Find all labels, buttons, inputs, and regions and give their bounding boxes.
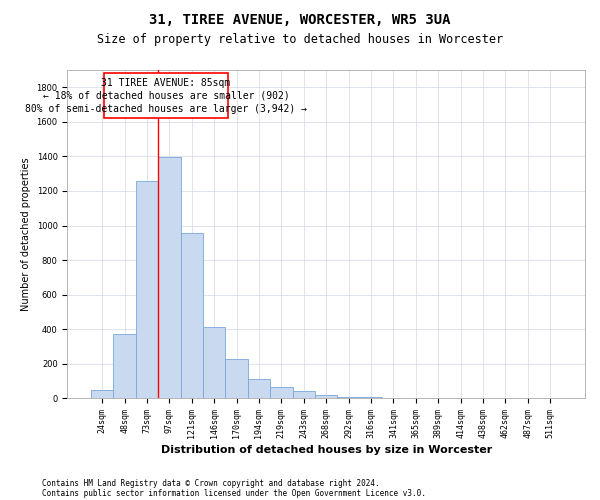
Bar (270, 387, 293, 398)
Bar (248, 380, 270, 398)
Text: 31 TIREE AVENUE: 85sqm: 31 TIREE AVENUE: 85sqm (101, 78, 230, 88)
Bar (91, 390, 113, 398)
Bar (181, 234, 203, 398)
Bar (136, 182, 158, 398)
Bar (293, 392, 315, 398)
Text: Contains public sector information licensed under the Open Government Licence v3: Contains public sector information licen… (42, 488, 426, 498)
Bar (158, 158, 181, 398)
Bar (337, 396, 360, 398)
Bar (315, 395, 337, 398)
Text: ← 18% of detached houses are smaller (902): ← 18% of detached houses are smaller (90… (43, 91, 289, 101)
Bar (203, 326, 226, 398)
Bar (113, 334, 136, 398)
Text: Contains HM Land Registry data © Crown copyright and database right 2024.: Contains HM Land Registry data © Crown c… (42, 478, 380, 488)
X-axis label: Distribution of detached houses by size in Worcester: Distribution of detached houses by size … (161, 445, 492, 455)
FancyBboxPatch shape (104, 74, 227, 118)
Text: 80% of semi-detached houses are larger (3,942) →: 80% of semi-detached houses are larger (… (25, 104, 307, 114)
Bar (226, 358, 248, 399)
Y-axis label: Number of detached properties: Number of detached properties (21, 158, 31, 311)
Text: 31, TIREE AVENUE, WORCESTER, WR5 3UA: 31, TIREE AVENUE, WORCESTER, WR5 3UA (149, 12, 451, 26)
Text: Size of property relative to detached houses in Worcester: Size of property relative to detached ho… (97, 32, 503, 46)
